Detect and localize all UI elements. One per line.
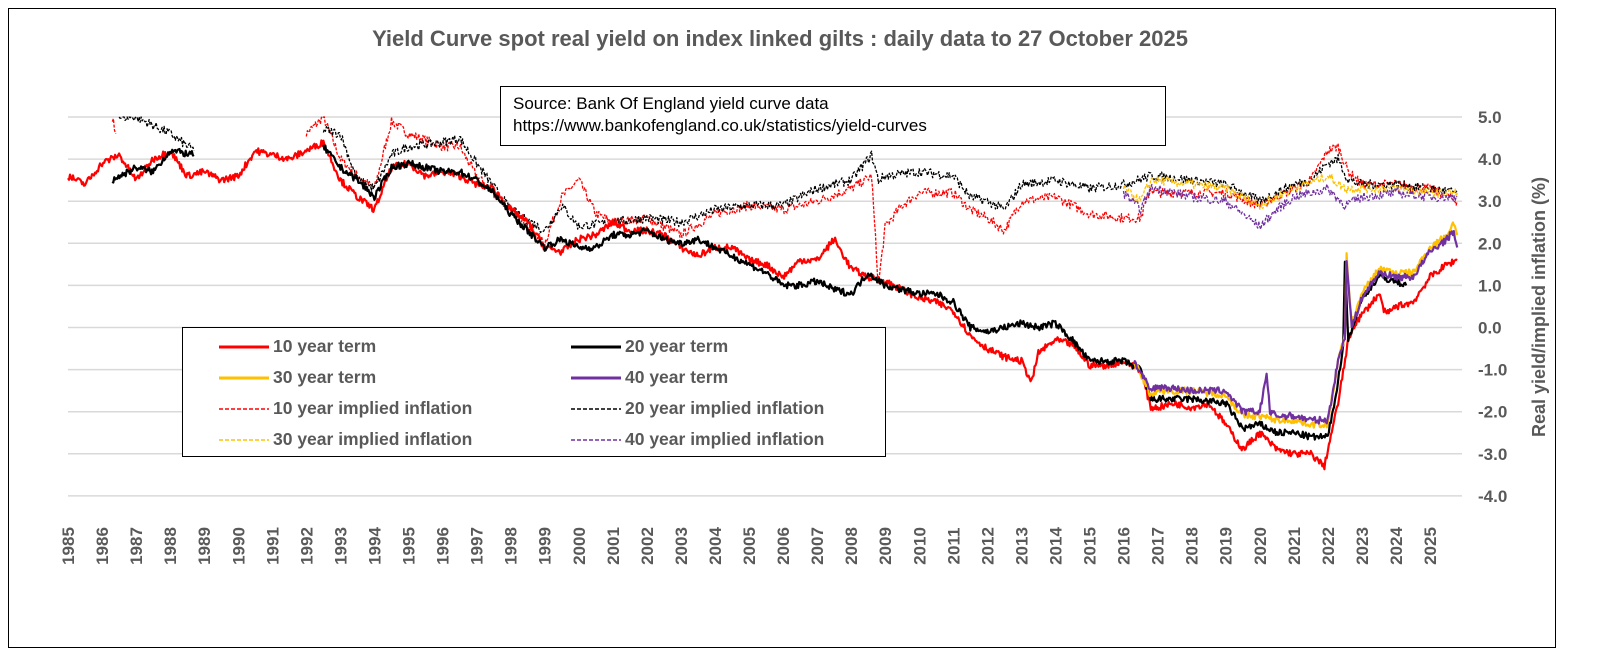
y-tick-label: 4.0 bbox=[1478, 150, 1502, 169]
x-tick-label: 2000 bbox=[570, 527, 589, 565]
series-line-20-year-term bbox=[322, 144, 1408, 441]
legend-label: 20 year term bbox=[625, 336, 729, 356]
legend-label: 10 year term bbox=[273, 336, 377, 356]
x-tick-label: 1985 bbox=[59, 527, 78, 565]
legend-swatch bbox=[219, 376, 269, 379]
legend: 10 year term 20 year term 30 year term 40 y… bbox=[182, 327, 886, 457]
legend-swatch bbox=[571, 345, 621, 348]
x-tick-label: 1991 bbox=[263, 527, 282, 565]
chart-title: Yield Curve spot real yield on index lin… bbox=[372, 26, 1188, 51]
legend-swatch bbox=[571, 407, 621, 410]
series-line-40-year-term bbox=[1132, 230, 1459, 425]
x-axis-ticks: 1985 1986 1987 1988 1989 1990 1991 1992 1993 1994… bbox=[59, 527, 1440, 565]
x-tick-label: 2010 bbox=[910, 527, 929, 565]
x-tick-label: 1999 bbox=[536, 527, 555, 565]
legend-item: 10 year term bbox=[219, 336, 376, 357]
legend-label: 20 year implied inflation bbox=[625, 398, 825, 418]
legend-item: 40 year implied inflation bbox=[571, 429, 824, 450]
series-line-10-year-implied-inflation bbox=[111, 118, 117, 135]
legend-swatch bbox=[571, 376, 621, 379]
x-tick-label: 2012 bbox=[978, 527, 997, 565]
x-tick-label: 1997 bbox=[468, 527, 487, 565]
source-note: Source: Bank Of England yield curve data… bbox=[500, 86, 1166, 146]
x-tick-label: 2022 bbox=[1319, 527, 1338, 565]
x-tick-label: 2004 bbox=[706, 527, 725, 565]
y-tick-label: 3.0 bbox=[1478, 192, 1502, 211]
legend-label: 40 year implied inflation bbox=[625, 429, 825, 449]
x-tick-label: 2006 bbox=[774, 527, 793, 565]
x-tick-label: 1993 bbox=[331, 527, 350, 565]
legend-label: 40 year term bbox=[625, 367, 729, 387]
x-tick-label: 2011 bbox=[944, 528, 963, 565]
legend-label: 30 year implied inflation bbox=[273, 429, 473, 449]
x-tick-label: 1987 bbox=[127, 527, 146, 565]
x-tick-label: 2008 bbox=[842, 527, 861, 565]
series-lines bbox=[67, 116, 1459, 471]
legend-label: 10 year implied inflation bbox=[273, 398, 473, 418]
x-tick-label: 2023 bbox=[1353, 527, 1372, 565]
legend-label: 30 year term bbox=[273, 367, 377, 387]
x-tick-label: 1992 bbox=[297, 527, 316, 565]
y-tick-label: 0.0 bbox=[1478, 319, 1502, 338]
x-tick-label: 2016 bbox=[1115, 527, 1134, 565]
x-tick-label: 2003 bbox=[672, 527, 691, 565]
x-tick-label: 2014 bbox=[1046, 527, 1065, 565]
x-tick-label: 1994 bbox=[365, 527, 384, 565]
x-tick-label: 1989 bbox=[195, 527, 214, 565]
x-tick-label: 2019 bbox=[1217, 527, 1236, 565]
legend-item: 10 year implied inflation bbox=[219, 398, 472, 419]
series-line-30-year-term bbox=[1132, 221, 1459, 429]
x-tick-label: 1986 bbox=[93, 527, 112, 565]
legend-swatch bbox=[219, 345, 269, 348]
source-url: https://www.bankofengland.co.uk/statisti… bbox=[513, 116, 927, 135]
x-tick-label: 2009 bbox=[876, 527, 895, 565]
y-tick-label: -3.0 bbox=[1478, 445, 1507, 464]
y-axis-label: Real yield/implied inflation (%) bbox=[1529, 177, 1549, 437]
x-tick-label: 2005 bbox=[740, 527, 759, 565]
x-tick-label: 2001 bbox=[604, 527, 623, 565]
legend-item: 30 year implied inflation bbox=[219, 429, 472, 450]
x-tick-label: 2018 bbox=[1183, 527, 1202, 565]
y-tick-label: 2.0 bbox=[1478, 234, 1502, 253]
y-tick-label: 1.0 bbox=[1478, 276, 1502, 295]
legend-item: 20 year term bbox=[571, 336, 728, 357]
x-tick-label: 1996 bbox=[434, 527, 453, 565]
x-tick-label: 1998 bbox=[502, 527, 521, 565]
x-tick-label: 1995 bbox=[400, 527, 419, 565]
x-tick-label: 1990 bbox=[229, 527, 248, 565]
x-tick-label: 1988 bbox=[161, 527, 180, 565]
x-tick-label: 2002 bbox=[638, 527, 657, 565]
x-tick-label: 2017 bbox=[1149, 527, 1168, 565]
x-tick-label: 2021 bbox=[1285, 527, 1304, 565]
legend-swatch bbox=[219, 407, 269, 410]
series-line-30-year-implied-inflation bbox=[1122, 173, 1458, 210]
series-line-20-year-implied-inflation bbox=[118, 116, 195, 151]
chart-frame bbox=[8, 8, 1556, 648]
x-tick-label: 2015 bbox=[1081, 527, 1100, 565]
series-line-40-year-implied-inflation bbox=[1122, 183, 1458, 230]
series-line-20-year-term bbox=[111, 147, 195, 184]
legend-item: 20 year implied inflation bbox=[571, 398, 824, 419]
legend-item: 30 year term bbox=[219, 367, 376, 388]
legend-item: 40 year term bbox=[571, 367, 728, 388]
legend-swatch bbox=[219, 438, 269, 441]
series-line-10-year-term bbox=[67, 139, 1458, 471]
x-tick-label: 2025 bbox=[1421, 527, 1440, 565]
y-axis-ticks: 5.0 4.0 3.0 2.0 1.0 0.0 -1.0 -2.0 -3.0 -4.0 bbox=[1478, 108, 1507, 506]
source-line: Source: Bank Of England yield curve data bbox=[513, 94, 829, 113]
x-tick-label: 2024 bbox=[1387, 527, 1406, 565]
x-tick-label: 2007 bbox=[808, 527, 827, 565]
x-tick-label: 2020 bbox=[1251, 527, 1270, 565]
legend-swatch bbox=[571, 438, 621, 441]
y-tick-label: 5.0 bbox=[1478, 108, 1502, 127]
x-tick-label: 2013 bbox=[1012, 527, 1031, 565]
y-tick-label: -2.0 bbox=[1478, 403, 1507, 422]
y-tick-label: -4.0 bbox=[1478, 487, 1507, 506]
y-tick-label: -1.0 bbox=[1478, 361, 1507, 380]
